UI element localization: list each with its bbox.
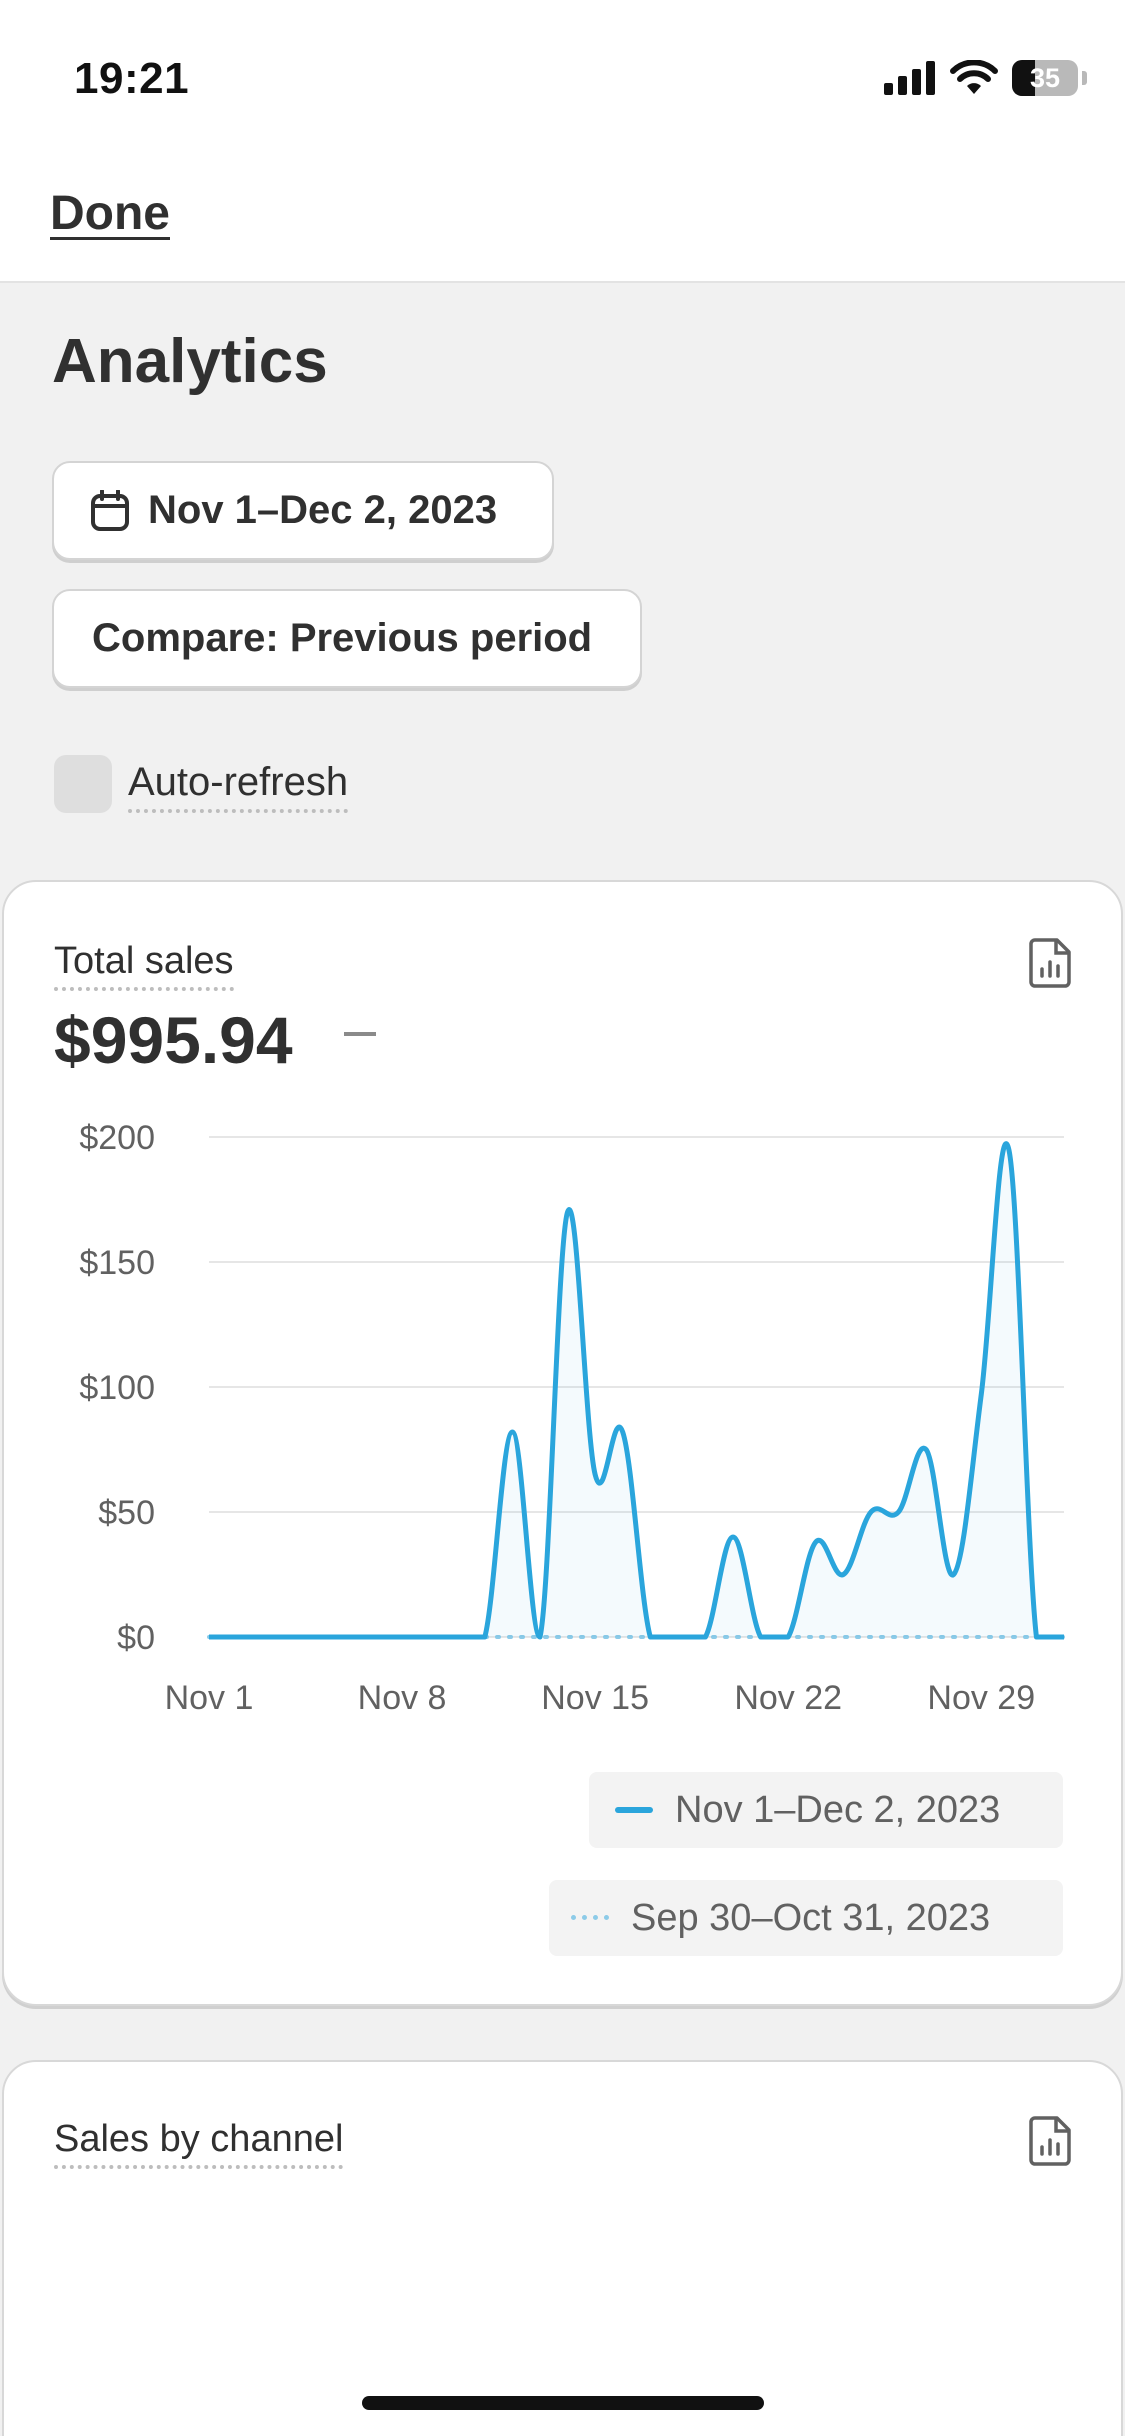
series-current-line <box>209 1141 1064 1640</box>
top-bar: 19:21 35 Done <box>0 0 1125 283</box>
total-sales-value: $995.94 <box>54 1003 293 1077</box>
y-tick-label: $150 <box>79 1244 155 1282</box>
report-chart-icon[interactable] <box>1029 2116 1073 2166</box>
legend-previous-label: Sep 30–Oct 31, 2023 <box>631 1896 991 1939</box>
wifi-icon <box>950 60 998 94</box>
legend-current[interactable]: Nov 1–Dec 2, 2023 <box>589 1772 1063 1848</box>
compare-picker[interactable]: Compare: Previous period <box>52 589 642 688</box>
y-tick-label: $50 <box>98 1494 155 1532</box>
status-time: 19:21 <box>74 54 190 103</box>
legend-dotted-swatch <box>571 1915 609 1921</box>
legend-previous[interactable]: Sep 30–Oct 31, 2023 <box>549 1880 1063 1956</box>
x-tick-label: Nov 8 <box>358 1679 447 1717</box>
report-chart-icon[interactable] <box>1029 938 1073 988</box>
auto-refresh-checkbox[interactable] <box>54 755 112 813</box>
done-button[interactable]: Done <box>50 187 170 240</box>
battery-fill <box>1012 60 1036 96</box>
calendar-icon <box>91 489 129 531</box>
y-tick-label: $0 <box>117 1619 155 1657</box>
x-tick-label: Nov 15 <box>541 1679 649 1717</box>
date-range-label: Nov 1–Dec 2, 2023 <box>148 488 498 532</box>
auto-refresh-label[interactable]: Auto-refresh <box>128 760 349 813</box>
legend-current-label: Nov 1–Dec 2, 2023 <box>675 1788 1001 1831</box>
sales-by-channel-card: Sales by channel <box>2 2060 1123 2436</box>
legend-solid-swatch <box>615 1807 653 1813</box>
x-tick-label: Nov 29 <box>927 1679 1035 1717</box>
total-sales-card: Total sales $995.94 $0 $50 $100 $150 $200 Nov… <box>2 880 1123 2006</box>
page-title: Analytics <box>52 327 328 396</box>
date-range-picker[interactable]: Nov 1–Dec 2, 2023 <box>52 461 554 560</box>
sales-by-channel-title[interactable]: Sales by channel <box>54 2118 344 2169</box>
cellular-signal-icon <box>884 61 935 95</box>
status-icons: 35 <box>884 58 1087 98</box>
x-tick-label: Nov 22 <box>734 1679 842 1717</box>
y-tick-label: $200 <box>79 1119 155 1157</box>
compare-label: Compare: Previous period <box>92 616 593 660</box>
battery-nub <box>1082 71 1087 85</box>
y-tick-label: $100 <box>79 1369 155 1407</box>
battery-icon: 35 <box>1012 60 1078 96</box>
total-sales-title[interactable]: Total sales <box>54 940 234 991</box>
x-tick-label: Nov 1 <box>165 1679 254 1717</box>
total-sales-chart: $0 $50 $100 $150 $200 Nov 1 Nov 8 Nov 15 Nov 22 N… <box>79 1119 1066 1717</box>
change-indicator <box>344 1032 376 1036</box>
home-indicator[interactable] <box>362 2396 764 2410</box>
series-current-area <box>209 1143 1064 1637</box>
battery-level: 35 <box>1029 62 1061 93</box>
